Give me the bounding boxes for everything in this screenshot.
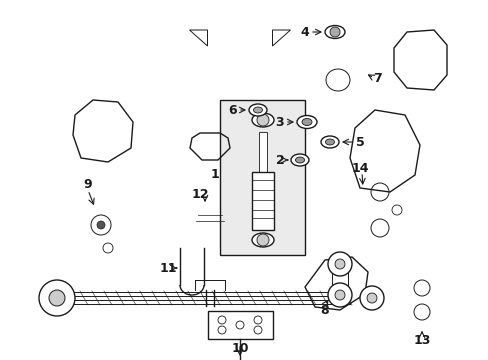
Ellipse shape <box>253 107 262 113</box>
Circle shape <box>327 252 351 276</box>
Text: 4: 4 <box>300 26 309 39</box>
Text: 3: 3 <box>275 116 284 129</box>
Text: 2: 2 <box>275 153 284 166</box>
Text: 1: 1 <box>210 168 219 181</box>
Circle shape <box>257 234 268 246</box>
Circle shape <box>97 221 105 229</box>
Ellipse shape <box>251 233 273 247</box>
Circle shape <box>366 293 376 303</box>
Circle shape <box>359 286 383 310</box>
Bar <box>251 172 273 230</box>
Ellipse shape <box>325 139 334 145</box>
Circle shape <box>327 283 351 307</box>
Text: 10: 10 <box>231 342 248 355</box>
Circle shape <box>334 259 345 269</box>
Text: 6: 6 <box>228 104 237 117</box>
Ellipse shape <box>296 116 316 129</box>
Circle shape <box>39 280 75 316</box>
Text: 12: 12 <box>191 189 208 202</box>
Ellipse shape <box>251 113 273 127</box>
Ellipse shape <box>325 26 345 39</box>
Bar <box>207 311 272 339</box>
Bar <box>259 132 266 175</box>
Text: 14: 14 <box>350 162 368 175</box>
Bar <box>220 100 305 255</box>
Text: 5: 5 <box>355 135 364 148</box>
Text: 11: 11 <box>159 261 176 274</box>
Circle shape <box>49 290 65 306</box>
Text: 8: 8 <box>320 303 328 316</box>
Circle shape <box>334 290 345 300</box>
Text: 13: 13 <box>412 333 430 346</box>
Ellipse shape <box>295 157 304 163</box>
Ellipse shape <box>302 118 311 126</box>
Ellipse shape <box>320 136 338 148</box>
Circle shape <box>329 27 339 37</box>
Ellipse shape <box>290 154 308 166</box>
Ellipse shape <box>248 104 266 116</box>
Text: 9: 9 <box>83 179 92 192</box>
Circle shape <box>257 114 268 126</box>
Text: 7: 7 <box>373 72 382 85</box>
